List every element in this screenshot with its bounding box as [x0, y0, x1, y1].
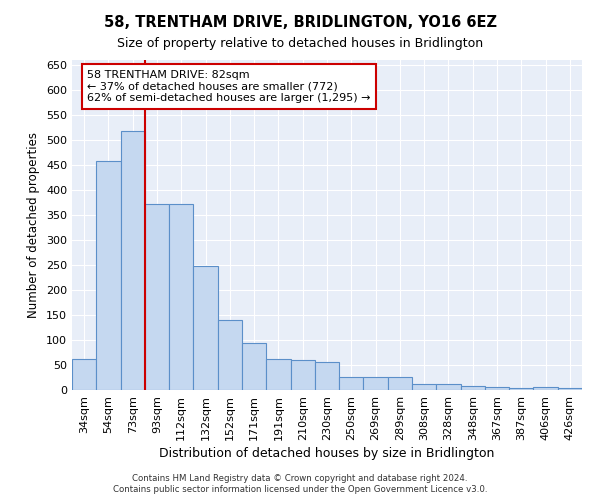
Bar [461, 386, 485, 390]
Bar [96, 161, 121, 390]
Bar [315, 362, 339, 390]
Bar [509, 388, 533, 390]
Bar [242, 343, 266, 390]
Bar [388, 376, 412, 390]
Text: 58 TRENTHAM DRIVE: 82sqm
← 37% of detached houses are smaller (772)
62% of semi-: 58 TRENTHAM DRIVE: 82sqm ← 37% of detach… [88, 70, 371, 103]
Y-axis label: Number of detached properties: Number of detached properties [28, 132, 40, 318]
Bar [193, 266, 218, 390]
Text: Contains HM Land Registry data © Crown copyright and database right 2024.
Contai: Contains HM Land Registry data © Crown c… [113, 474, 487, 494]
Text: Size of property relative to detached houses in Bridlington: Size of property relative to detached ho… [117, 38, 483, 51]
Bar [533, 386, 558, 390]
Bar [218, 320, 242, 390]
Bar [121, 130, 145, 390]
Bar [290, 360, 315, 390]
X-axis label: Distribution of detached houses by size in Bridlington: Distribution of detached houses by size … [160, 447, 494, 460]
Bar [485, 386, 509, 390]
Text: 58, TRENTHAM DRIVE, BRIDLINGTON, YO16 6EZ: 58, TRENTHAM DRIVE, BRIDLINGTON, YO16 6E… [104, 15, 497, 30]
Bar [339, 376, 364, 390]
Bar [558, 388, 582, 390]
Bar [364, 376, 388, 390]
Bar [72, 358, 96, 390]
Bar [169, 204, 193, 390]
Bar [436, 384, 461, 390]
Bar [412, 384, 436, 390]
Bar [145, 204, 169, 390]
Bar [266, 359, 290, 390]
